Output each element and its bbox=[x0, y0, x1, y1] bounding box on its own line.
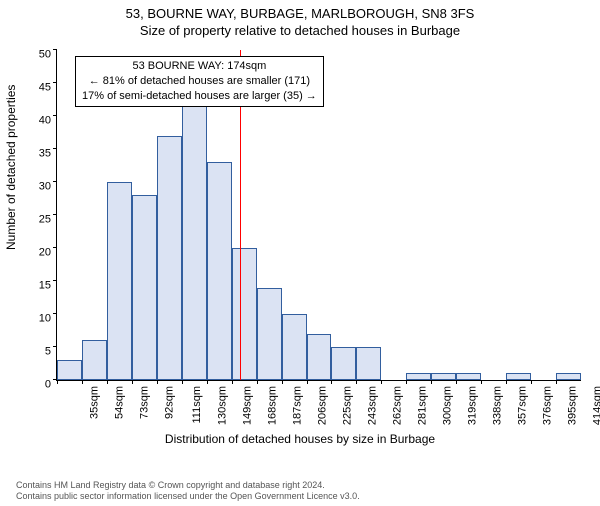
x-tick-label: 168sqm bbox=[268, 386, 279, 425]
y-tick-label: 50 bbox=[23, 50, 57, 61]
x-tick-mark bbox=[556, 380, 557, 384]
x-tick-label: 54sqm bbox=[115, 386, 126, 419]
histogram-bar bbox=[431, 373, 456, 380]
x-tick-mark bbox=[282, 380, 283, 384]
histogram-bar bbox=[331, 347, 356, 380]
y-tick-label: 20 bbox=[23, 248, 57, 259]
histogram-bar bbox=[182, 103, 207, 380]
x-tick-mark bbox=[331, 380, 332, 384]
annotation-line-2: ← 81% of detached houses are smaller (17… bbox=[82, 74, 317, 89]
y-tick-mark bbox=[53, 313, 57, 314]
histogram-bar bbox=[132, 195, 157, 380]
annotation-box: 53 BOURNE WAY: 174sqm ← 81% of detached … bbox=[75, 56, 324, 107]
footer-line-1: Contains HM Land Registry data © Crown c… bbox=[16, 480, 590, 491]
chart-container: Number of detached properties 0510152025… bbox=[0, 50, 600, 470]
histogram-bar bbox=[157, 136, 182, 380]
x-tick-mark bbox=[406, 380, 407, 384]
y-tick-label: 35 bbox=[23, 149, 57, 160]
histogram-plot: 0510152025303540455035sqm54sqm73sqm92sqm… bbox=[56, 50, 581, 381]
y-tick-label: 0 bbox=[23, 380, 57, 391]
x-tick-label: 319sqm bbox=[467, 386, 478, 425]
histogram-bar bbox=[506, 373, 531, 380]
y-tick-label: 15 bbox=[23, 281, 57, 292]
x-tick-label: 225sqm bbox=[343, 386, 354, 425]
y-axis-label: Number of detached properties bbox=[4, 85, 18, 250]
x-tick-mark bbox=[431, 380, 432, 384]
x-tick-mark bbox=[356, 380, 357, 384]
x-tick-label: 149sqm bbox=[243, 386, 254, 425]
annotation-line-3: 17% of semi-detached houses are larger (… bbox=[82, 89, 317, 104]
footer-attribution: Contains HM Land Registry data © Crown c… bbox=[16, 480, 590, 503]
histogram-bar bbox=[307, 334, 332, 380]
x-tick-mark bbox=[82, 380, 83, 384]
x-tick-label: 395sqm bbox=[567, 386, 578, 425]
x-tick-mark bbox=[132, 380, 133, 384]
histogram-bar bbox=[356, 347, 381, 380]
x-tick-label: 187sqm bbox=[293, 386, 304, 425]
x-tick-label: 357sqm bbox=[517, 386, 528, 425]
histogram-bar bbox=[257, 288, 282, 380]
y-tick-mark bbox=[53, 346, 57, 347]
y-tick-mark bbox=[53, 148, 57, 149]
y-tick-label: 25 bbox=[23, 215, 57, 226]
page-subtitle: Size of property relative to detached ho… bbox=[0, 23, 600, 38]
x-tick-label: 111sqm bbox=[192, 386, 203, 424]
page-title: 53, BOURNE WAY, BURBAGE, MARLBOROUGH, SN… bbox=[0, 6, 600, 21]
y-tick-label: 40 bbox=[23, 116, 57, 127]
x-tick-mark bbox=[257, 380, 258, 384]
histogram-bar bbox=[207, 162, 232, 380]
x-tick-label: 376sqm bbox=[542, 386, 553, 425]
y-tick-label: 5 bbox=[23, 347, 57, 358]
annotation-line-1: 53 BOURNE WAY: 174sqm bbox=[82, 59, 317, 74]
x-tick-mark bbox=[157, 380, 158, 384]
y-tick-mark bbox=[53, 115, 57, 116]
x-tick-mark bbox=[57, 380, 58, 384]
x-tick-label: 262sqm bbox=[392, 386, 403, 425]
histogram-bar bbox=[57, 360, 82, 380]
x-tick-mark bbox=[381, 380, 382, 384]
y-tick-label: 10 bbox=[23, 314, 57, 325]
x-tick-mark bbox=[506, 380, 507, 384]
histogram-bar bbox=[232, 248, 257, 380]
x-tick-label: 243sqm bbox=[368, 386, 379, 425]
histogram-bar bbox=[282, 314, 307, 380]
x-tick-mark bbox=[107, 380, 108, 384]
histogram-bar bbox=[107, 182, 132, 380]
x-tick-label: 300sqm bbox=[442, 386, 453, 425]
x-tick-label: 338sqm bbox=[492, 386, 503, 425]
x-axis-label: Distribution of detached houses by size … bbox=[0, 432, 600, 446]
footer-line-2: Contains public sector information licen… bbox=[16, 491, 590, 502]
y-tick-mark bbox=[53, 82, 57, 83]
y-tick-mark bbox=[53, 181, 57, 182]
y-tick-mark bbox=[53, 49, 57, 50]
x-tick-mark bbox=[456, 380, 457, 384]
x-tick-label: 92sqm bbox=[165, 386, 176, 419]
x-tick-label: 130sqm bbox=[218, 386, 229, 425]
histogram-bar bbox=[456, 373, 481, 380]
x-tick-label: 206sqm bbox=[318, 386, 329, 425]
y-tick-mark bbox=[53, 247, 57, 248]
x-tick-mark bbox=[207, 380, 208, 384]
y-tick-label: 30 bbox=[23, 182, 57, 193]
histogram-bar bbox=[82, 340, 107, 380]
y-tick-mark bbox=[53, 280, 57, 281]
x-tick-label: 35sqm bbox=[90, 386, 101, 419]
y-tick-mark bbox=[53, 214, 57, 215]
x-tick-mark bbox=[232, 380, 233, 384]
x-tick-label: 281sqm bbox=[417, 386, 428, 425]
x-tick-mark bbox=[481, 380, 482, 384]
x-tick-mark bbox=[531, 380, 532, 384]
histogram-bar bbox=[406, 373, 431, 380]
x-tick-mark bbox=[182, 380, 183, 384]
y-tick-label: 45 bbox=[23, 83, 57, 94]
x-tick-mark bbox=[307, 380, 308, 384]
x-tick-label: 414sqm bbox=[592, 386, 600, 425]
x-tick-label: 73sqm bbox=[140, 386, 151, 419]
histogram-bar bbox=[556, 373, 581, 380]
